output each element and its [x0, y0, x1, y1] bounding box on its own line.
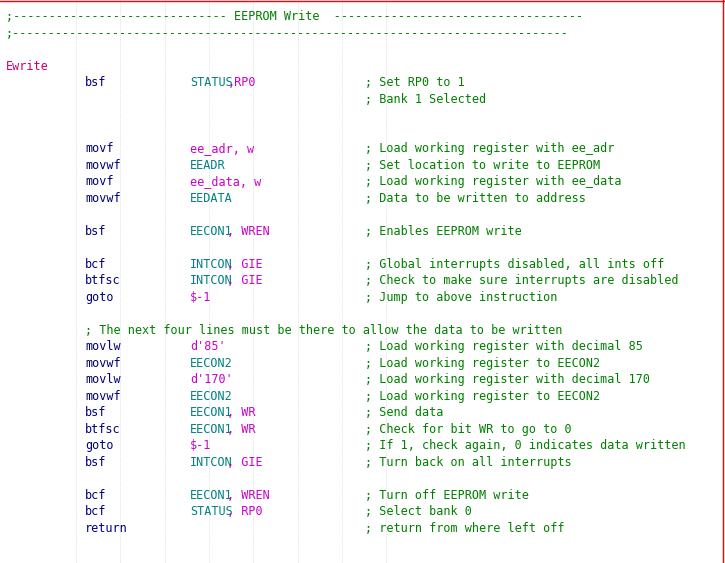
Text: , RP0: , RP0 [227, 506, 263, 519]
Text: movwf: movwf [85, 192, 120, 205]
Text: $-1: $-1 [190, 440, 212, 453]
Text: ; Send data: ; Send data [365, 406, 444, 419]
Text: goto: goto [85, 440, 114, 453]
Text: movlw: movlw [85, 341, 120, 354]
Text: ; If 1, check again, 0 indicates data written: ; If 1, check again, 0 indicates data wr… [365, 440, 686, 453]
Text: return: return [85, 522, 128, 535]
Text: EEADR: EEADR [190, 159, 225, 172]
Text: movwf: movwf [85, 390, 120, 403]
Text: , WR: , WR [227, 406, 256, 419]
Text: ; Select bank 0: ; Select bank 0 [365, 506, 472, 519]
Text: bsf: bsf [85, 77, 107, 90]
Text: ; Load working register to EECON2: ; Load working register to EECON2 [365, 357, 600, 370]
Text: STATUS: STATUS [190, 506, 233, 519]
Text: Ewrite: Ewrite [6, 60, 49, 73]
Text: EEDATA: EEDATA [190, 192, 233, 205]
Text: bcf: bcf [85, 506, 107, 519]
Text: ; Data to be written to address: ; Data to be written to address [365, 192, 586, 205]
Text: bsf: bsf [85, 406, 107, 419]
Text: , GIE: , GIE [227, 275, 263, 288]
Text: ; Set RP0 to 1: ; Set RP0 to 1 [365, 77, 465, 90]
Text: ; Load working register with decimal 85: ; Load working register with decimal 85 [365, 341, 643, 354]
Text: EECON1: EECON1 [190, 423, 233, 436]
Text: ; The next four lines must be there to allow the data to be written: ; The next four lines must be there to a… [85, 324, 563, 337]
Text: goto: goto [85, 291, 114, 304]
Text: INTCON: INTCON [190, 258, 233, 271]
Text: ; Load working register with ee_data: ; Load working register with ee_data [365, 176, 621, 189]
Text: movwf: movwf [85, 357, 120, 370]
Text: ; Jump to above instruction: ; Jump to above instruction [365, 291, 558, 304]
Text: d'170': d'170' [190, 373, 233, 386]
Text: ;------------------------------------------------------------------------------: ;---------------------------------------… [6, 27, 569, 40]
Text: ; Check for bit WR to go to 0: ; Check for bit WR to go to 0 [365, 423, 571, 436]
Text: EECON2: EECON2 [190, 390, 233, 403]
Text: movlw: movlw [85, 373, 120, 386]
Text: movf: movf [85, 176, 114, 189]
Text: STATUS: STATUS [190, 77, 233, 90]
Text: ; Bank 1 Selected: ; Bank 1 Selected [365, 93, 486, 106]
Text: ; Load working register with decimal 170: ; Load working register with decimal 170 [365, 373, 650, 386]
Text: , GIE: , GIE [227, 456, 263, 469]
Text: , WR: , WR [227, 423, 256, 436]
Text: ,RP0: ,RP0 [227, 77, 256, 90]
Text: INTCON: INTCON [190, 275, 233, 288]
Text: bcf: bcf [85, 258, 107, 271]
Text: $-1: $-1 [190, 291, 212, 304]
Text: bsf: bsf [85, 225, 107, 238]
Text: ;------------------------------ EEPROM Write  ----------------------------------: ;------------------------------ EEPROM W… [6, 11, 583, 24]
Text: ; Set location to write to EEPROM: ; Set location to write to EEPROM [365, 159, 600, 172]
Text: EECON1: EECON1 [190, 225, 233, 238]
Text: ; Check to make sure interrupts are disabled: ; Check to make sure interrupts are disa… [365, 275, 679, 288]
Text: btfsc: btfsc [85, 275, 120, 288]
Text: INTCON: INTCON [190, 456, 233, 469]
Text: , WREN: , WREN [227, 489, 270, 502]
Text: EECON1: EECON1 [190, 406, 233, 419]
Text: ; Turn off EEPROM write: ; Turn off EEPROM write [365, 489, 529, 502]
Text: ; Load working register with ee_adr: ; Load working register with ee_adr [365, 142, 614, 155]
Text: ee_adr, w: ee_adr, w [190, 142, 254, 155]
Text: ee_data, w: ee_data, w [190, 176, 261, 189]
Text: ; Turn back on all interrupts: ; Turn back on all interrupts [365, 456, 571, 469]
Text: movwf: movwf [85, 159, 120, 172]
Text: ; Enables EEPROM write: ; Enables EEPROM write [365, 225, 522, 238]
Text: EECON2: EECON2 [190, 357, 233, 370]
Text: ; Global interrupts disabled, all ints off: ; Global interrupts disabled, all ints o… [365, 258, 664, 271]
Text: btfsc: btfsc [85, 423, 120, 436]
Text: movf: movf [85, 142, 114, 155]
Text: ; Load working register to EECON2: ; Load working register to EECON2 [365, 390, 600, 403]
Text: ; return from where left off: ; return from where left off [365, 522, 565, 535]
Text: EECON1: EECON1 [190, 489, 233, 502]
Text: , GIE: , GIE [227, 258, 263, 271]
Text: bcf: bcf [85, 489, 107, 502]
Text: bsf: bsf [85, 456, 107, 469]
Text: , WREN: , WREN [227, 225, 270, 238]
Text: d'85': d'85' [190, 341, 225, 354]
